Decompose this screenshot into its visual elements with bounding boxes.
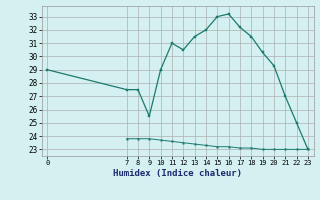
X-axis label: Humidex (Indice chaleur): Humidex (Indice chaleur) bbox=[113, 169, 242, 178]
